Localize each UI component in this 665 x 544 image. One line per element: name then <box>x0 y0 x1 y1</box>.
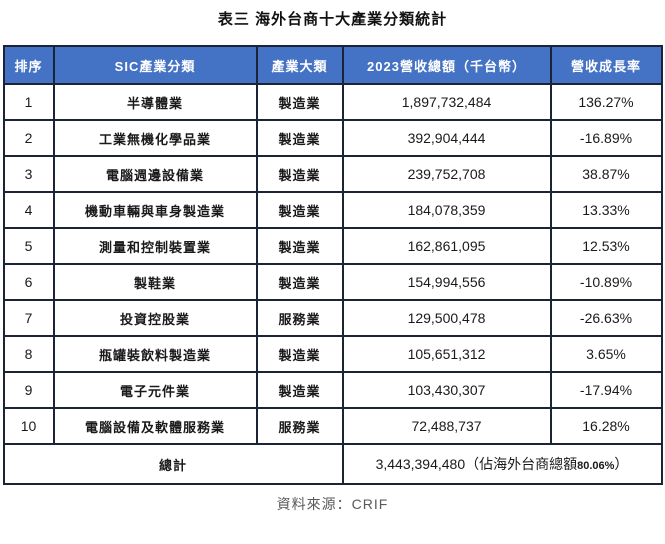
header-rank: 排序 <box>2 45 55 85</box>
category-cell: 製造業 <box>255 83 344 121</box>
total-note-close: ） <box>614 456 629 472</box>
revenue-cell: 129,500,478 <box>341 299 552 337</box>
category-cell: 製造業 <box>255 227 344 265</box>
header-category: 產業大類 <box>255 45 344 85</box>
rank-cell: 10 <box>2 407 55 445</box>
total-revenue: 3,443,394,480 <box>375 456 466 472</box>
header-revenue-2023: 2023營收總額（千台幣） <box>341 45 552 85</box>
header-sic-industry: SIC產業分類 <box>52 45 258 85</box>
growth-cell: 38.87% <box>549 155 663 193</box>
industry-cell: 投資控股業 <box>52 299 258 337</box>
rank-cell: 2 <box>2 119 55 157</box>
rank-cell: 9 <box>2 371 55 409</box>
total-share-percent: 80.06% <box>577 460 615 472</box>
table-row: 9 電子元件業 製造業 103,430,307 -17.94% <box>2 371 663 409</box>
industry-stats-table: 排序 SIC產業分類 產業大類 2023營收總額（千台幣） 營收成長率 1 半導… <box>2 45 663 485</box>
total-label: 總計 <box>2 443 344 485</box>
revenue-cell: 162,861,095 <box>341 227 552 265</box>
table-row: 1 半導體業 製造業 1,897,732,484 136.27% <box>2 83 663 121</box>
rank-cell: 1 <box>2 83 55 121</box>
revenue-cell: 184,078,359 <box>341 191 552 229</box>
revenue-cell: 103,430,307 <box>341 371 552 409</box>
data-source-note: 資料來源：CRIF <box>276 496 389 512</box>
industry-cell: 電子元件業 <box>52 371 258 409</box>
growth-cell: -16.89% <box>549 119 663 157</box>
industry-cell: 機動車輛與車身製造業 <box>52 191 258 229</box>
table-row: 8 瓶罐裝飲料製造業 製造業 105,651,312 3.65% <box>2 335 663 373</box>
revenue-cell: 392,904,444 <box>341 119 552 157</box>
industry-cell: 半導體業 <box>52 83 258 121</box>
header-row: 排序 SIC產業分類 產業大類 2023營收總額（千台幣） 營收成長率 <box>2 45 663 85</box>
category-cell: 製造業 <box>255 191 344 229</box>
rank-cell: 8 <box>2 335 55 373</box>
total-value: 3,443,394,480（佔海外台商總額80.06%） <box>341 443 663 485</box>
category-cell: 服務業 <box>255 299 344 337</box>
category-cell: 製造業 <box>255 371 344 409</box>
industry-cell: 製鞋業 <box>52 263 258 301</box>
total-note-open: （佔海外台商總額 <box>465 456 578 472</box>
growth-cell: 12.53% <box>549 227 663 265</box>
rank-cell: 4 <box>2 191 55 229</box>
industry-cell: 測量和控制裝置業 <box>52 227 258 265</box>
revenue-cell: 1,897,732,484 <box>341 83 552 121</box>
category-cell: 製造業 <box>255 335 344 373</box>
revenue-cell: 239,752,708 <box>341 155 552 193</box>
header-growth-rate: 營收成長率 <box>549 45 663 85</box>
category-cell: 製造業 <box>255 119 344 157</box>
rank-cell: 6 <box>2 263 55 301</box>
industry-cell: 電腦設備及軟體服務業 <box>52 407 258 445</box>
rank-cell: 7 <box>2 299 55 337</box>
table-row: 3 電腦週邊設備業 製造業 239,752,708 38.87% <box>2 155 663 193</box>
growth-cell: -17.94% <box>549 371 663 409</box>
category-cell: 製造業 <box>255 155 344 193</box>
rank-cell: 3 <box>2 155 55 193</box>
table-row: 10 電腦設備及軟體服務業 服務業 72,488,737 16.28% <box>2 407 663 445</box>
growth-cell: -10.89% <box>549 263 663 301</box>
category-cell: 服務業 <box>255 407 344 445</box>
revenue-cell: 154,994,556 <box>341 263 552 301</box>
total-row: 總計 3,443,394,480（佔海外台商總額80.06%） <box>2 443 663 485</box>
table-row: 7 投資控股業 服務業 129,500,478 -26.63% <box>2 299 663 337</box>
growth-cell: 136.27% <box>549 83 663 121</box>
table-row: 2 工業無機化學品業 製造業 392,904,444 -16.89% <box>2 119 663 157</box>
industry-cell: 瓶罐裝飲料製造業 <box>52 335 258 373</box>
revenue-cell: 105,651,312 <box>341 335 552 373</box>
growth-cell: 16.28% <box>549 407 663 445</box>
table-row: 4 機動車輛與車身製造業 製造業 184,078,359 13.33% <box>2 191 663 229</box>
rank-cell: 5 <box>2 227 55 265</box>
revenue-cell: 72,488,737 <box>341 407 552 445</box>
table-title: 表三 海外台商十大產業分類統計 <box>217 11 448 28</box>
category-cell: 製造業 <box>255 263 344 301</box>
growth-cell: 3.65% <box>549 335 663 373</box>
industry-cell: 電腦週邊設備業 <box>52 155 258 193</box>
table-row: 6 製鞋業 製造業 154,994,556 -10.89% <box>2 263 663 301</box>
industry-cell: 工業無機化學品業 <box>52 119 258 157</box>
table-row: 5 測量和控制裝置業 製造業 162,861,095 12.53% <box>2 227 663 265</box>
growth-cell: 13.33% <box>549 191 663 229</box>
growth-cell: -26.63% <box>549 299 663 337</box>
